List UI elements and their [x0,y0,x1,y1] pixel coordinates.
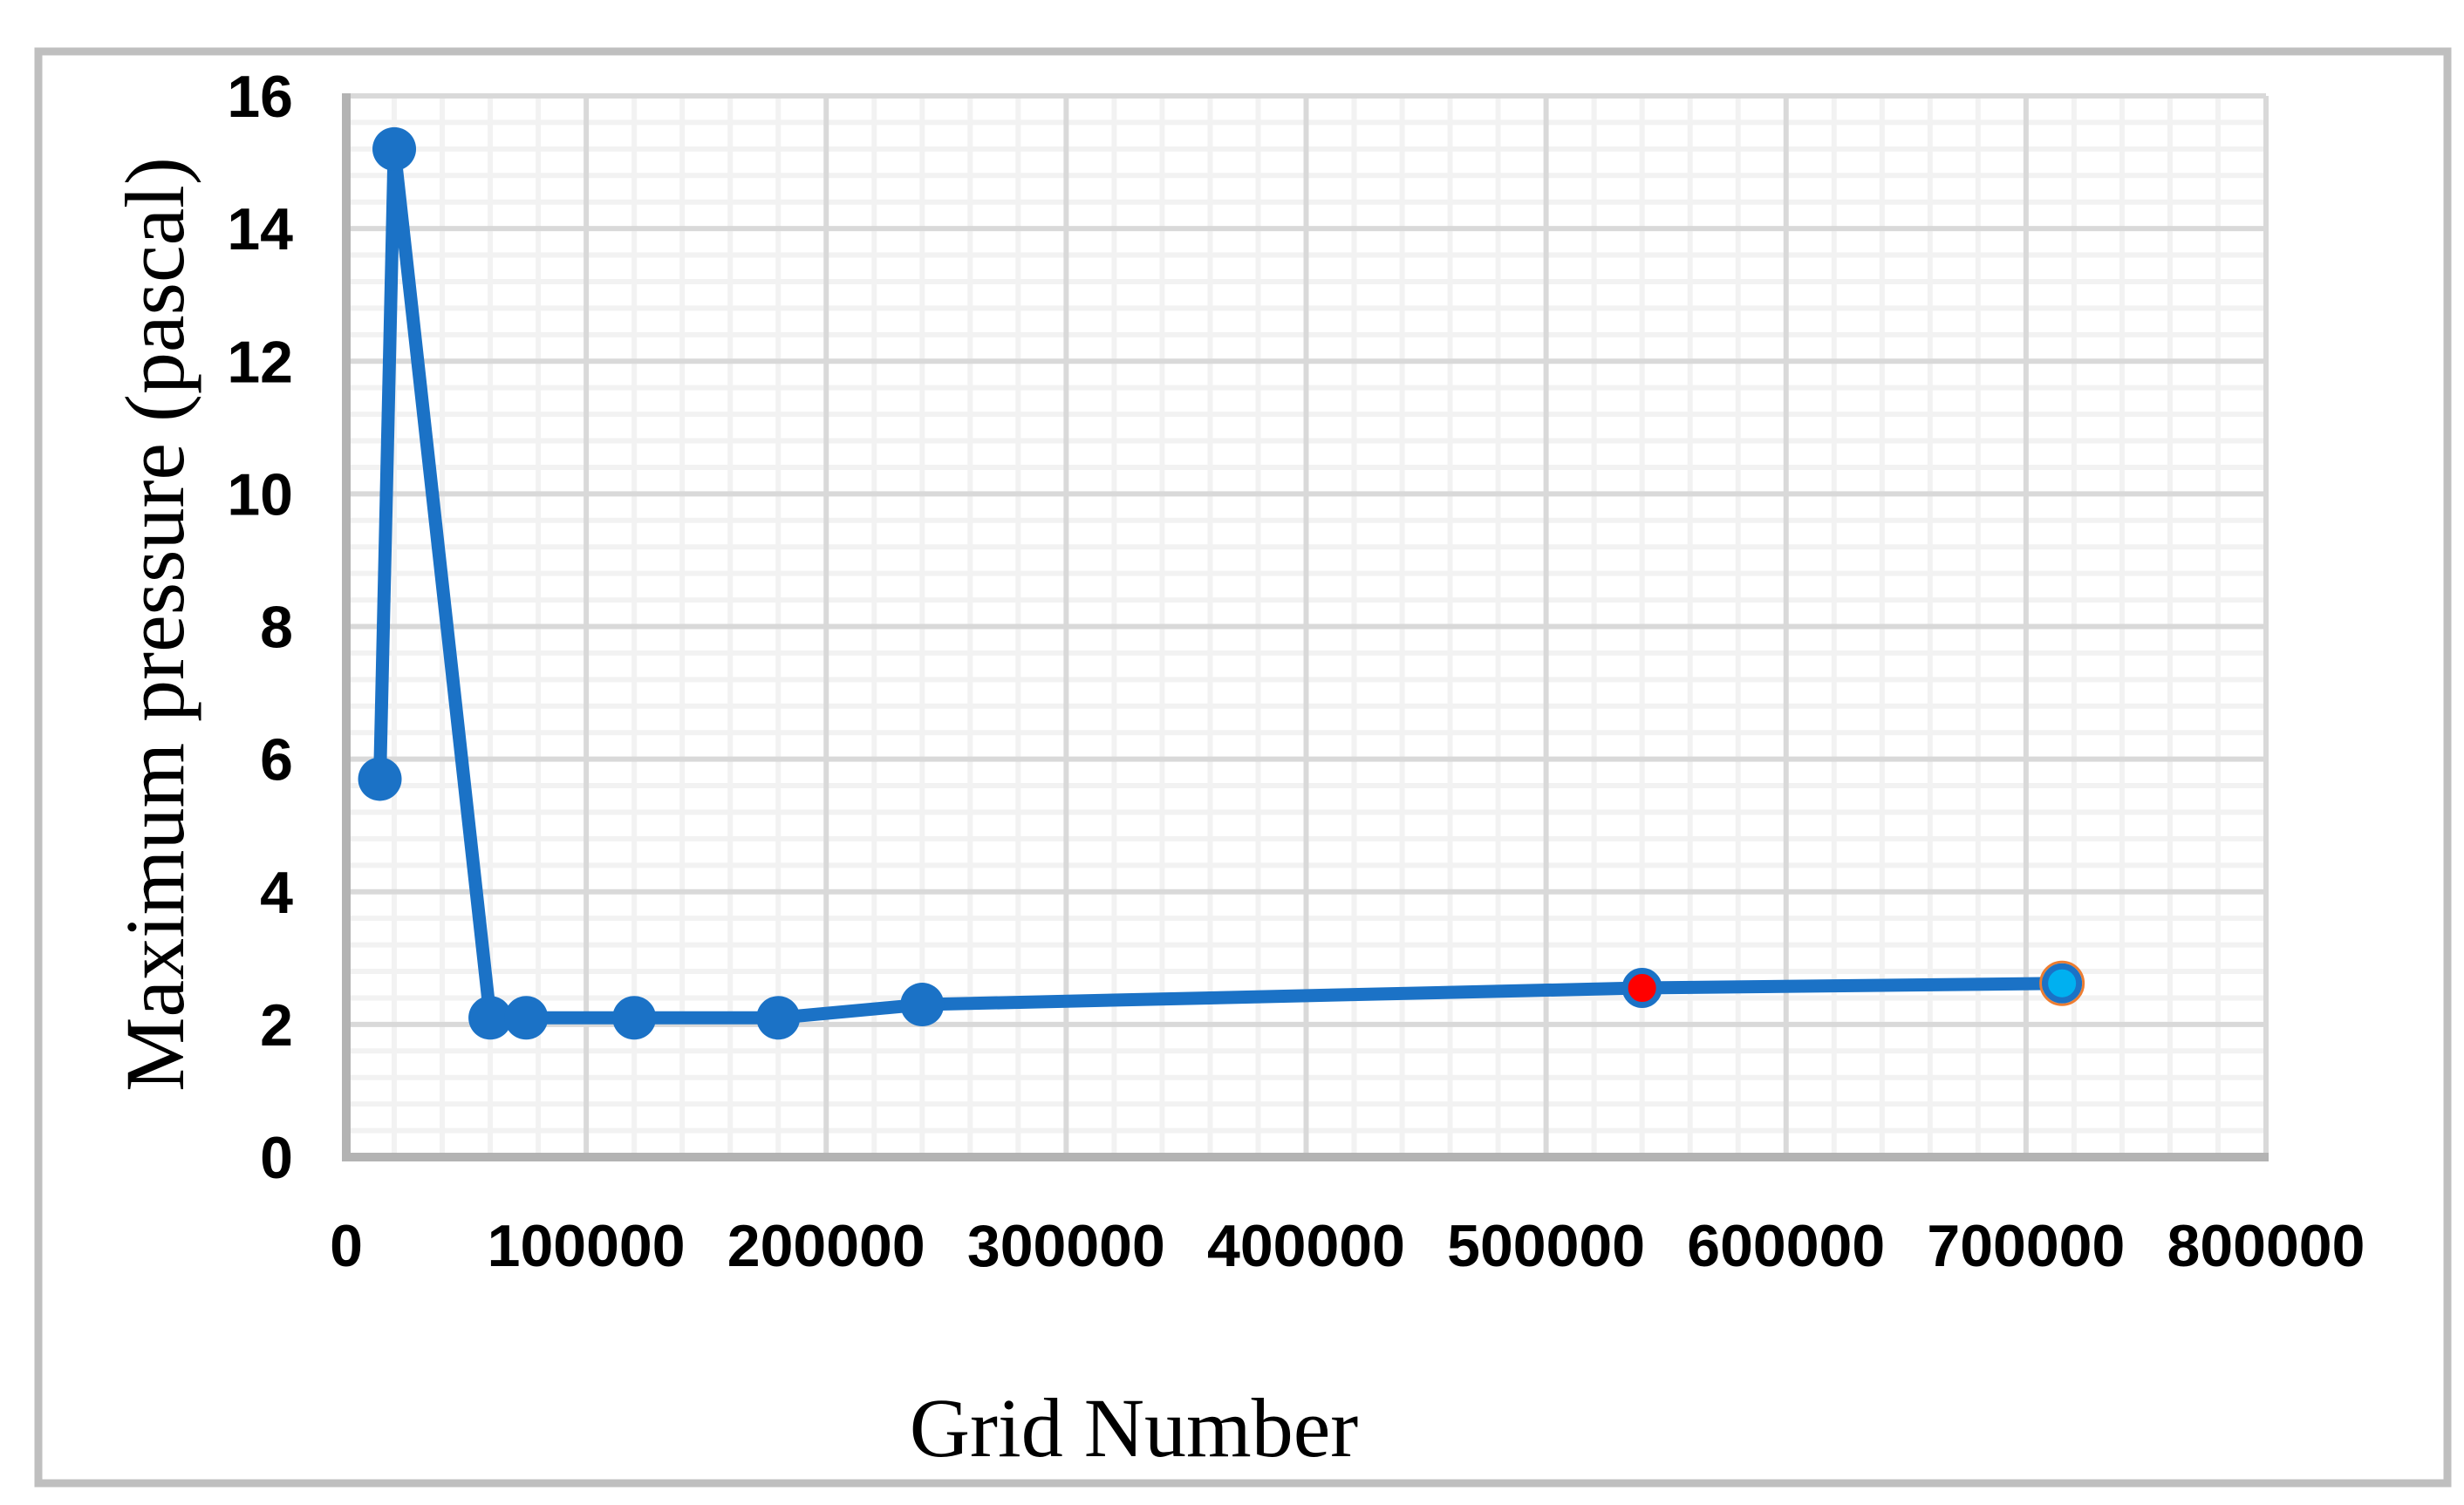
data-point-marker [468,996,513,1040]
figure-border [34,47,2452,1488]
y-tick-label: 16 [227,64,293,130]
marker-outer-ring [2039,960,2085,1006]
y-tick-label: 14 [227,196,293,262]
y-tick-label: 2 [260,992,293,1059]
x-tick-label: 800000 [2167,1213,2365,1279]
y-tick-label: 8 [260,595,293,661]
y-tick-label: 6 [260,727,293,793]
data-point-marker [1621,968,1662,1009]
x-tick-label: 200000 [727,1213,925,1279]
x-tick-label: 100000 [488,1213,686,1279]
y-tick-label: 12 [227,329,293,395]
data-point-marker [612,996,657,1040]
y-axis-tick-labels: 0 2 4 6 8 10 12 14 16 [227,64,293,1191]
x-axis-tick-labels: 0 100000 200000 300000 400000 500000 600000 700… [330,1213,2365,1279]
pressure-series [358,126,2085,1040]
data-point-marker [372,126,417,171]
x-tick-label: 700000 [1927,1213,2125,1279]
x-tick-label: 0 [330,1213,363,1279]
data-point-marker [504,996,549,1040]
major-gridlines [346,93,2269,1157]
y-tick-label: 4 [260,860,293,926]
y-axis-title: Maximum pressure (pascal) [108,157,201,1092]
data-point-marker [358,757,402,801]
x-tick-label: 500000 [1447,1213,1645,1279]
x-axis-title: Grid Number [910,1381,1359,1474]
x-tick-label: 600000 [1687,1213,1885,1279]
x-tick-label: 400000 [1207,1213,1405,1279]
x-tick-label: 300000 [967,1213,1165,1279]
axis-lines [342,93,2269,1161]
y-tick-label: 0 [260,1125,293,1191]
y-tick-label: 10 [227,461,293,528]
data-point-marker [756,996,801,1040]
data-point-marker [900,983,945,1027]
data-point-marker [2042,963,2083,1004]
